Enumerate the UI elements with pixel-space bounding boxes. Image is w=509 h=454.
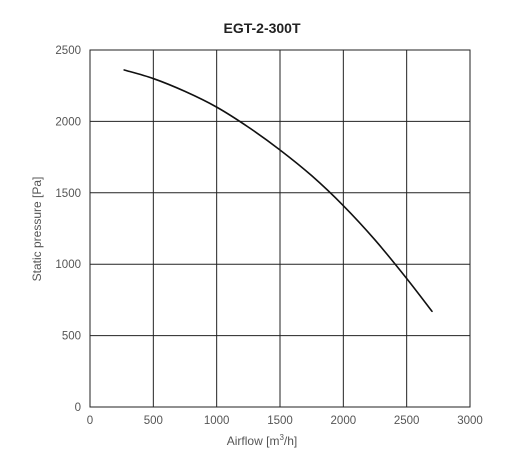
y-tick-label: 500: [62, 331, 81, 343]
y-axis-tick-labels: 0 500 1000 1500 2000 2500: [55, 45, 81, 414]
x-axis-label-base: Airflow [m: [227, 434, 280, 448]
y-tick-label: 1500: [55, 188, 81, 200]
y-tick-label: 2500: [55, 45, 81, 57]
plot-area: [89, 49, 471, 408]
x-tick-label: 2500: [394, 415, 420, 427]
x-tick-label: 500: [144, 415, 163, 427]
x-tick-label: 1000: [204, 415, 230, 427]
x-tick-label: 2000: [331, 415, 357, 427]
x-tick-label: 1500: [267, 415, 293, 427]
x-axis-label-superscript: 3: [279, 433, 284, 442]
y-tick-label: 2000: [55, 116, 81, 128]
x-axis-tick-labels: 0 500 1000 1500 2000 2500 3000: [87, 415, 483, 427]
x-axis-label-tail: /h]: [284, 434, 297, 448]
y-tick-label: 0: [75, 402, 81, 414]
y-tick-label: 1000: [55, 259, 81, 271]
x-tick-label: 3000: [457, 415, 483, 427]
x-axis-label: Airflow [m3/h]: [227, 433, 297, 448]
chart-title: EGT-2-300T: [223, 20, 300, 36]
x-tick-label: 0: [87, 415, 93, 427]
pressure-curve-line: [123, 69, 433, 313]
y-axis-label: Static pressure [Pa]: [30, 177, 44, 282]
grid-lines: [89, 49, 471, 408]
